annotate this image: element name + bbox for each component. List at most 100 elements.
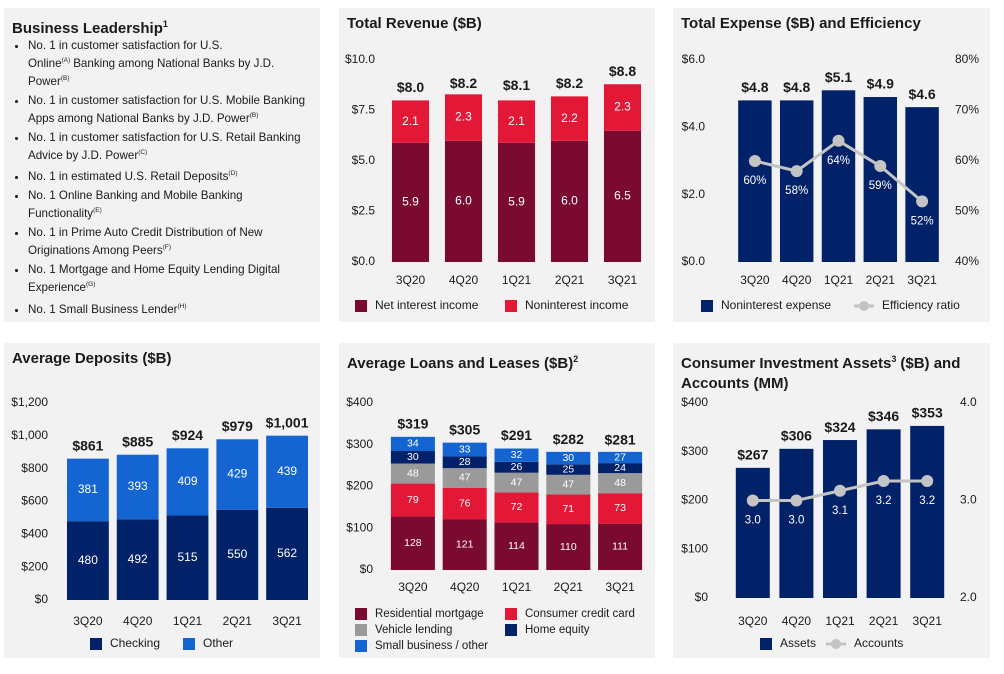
y-tick-label: $200 <box>21 559 48 573</box>
legend-swatch <box>90 638 102 650</box>
legend-label: Consumer credit card <box>525 608 635 620</box>
data-label: 47 <box>459 472 471 484</box>
data-label: 71 <box>562 503 574 515</box>
chart-panel: Consumer Investment Assets3 ($B) and Acco… <box>673 343 990 658</box>
total-label: $305 <box>449 421 480 437</box>
line-point <box>748 155 761 167</box>
y-tick-label: $0.0 <box>352 254 376 268</box>
line-point <box>832 134 845 147</box>
leadership-item: No. 1 in estimated U.S. Retail Deposits(… <box>28 166 312 184</box>
bar <box>166 515 209 600</box>
data-label: 492 <box>128 552 148 566</box>
bar <box>442 442 487 457</box>
data-label: 30 <box>562 452 574 464</box>
leadership-list: No. 1 in customer satisfaction for U.S. … <box>12 38 312 321</box>
item-text: No. 1 Online Banking and Mobile Banking … <box>28 189 243 221</box>
y-tick-label: $6.0 <box>682 52 706 66</box>
y-tick-label: $300 <box>681 444 708 458</box>
data-label: 2.2 <box>561 111 578 125</box>
leadership-item: No. 1 in customer satisfaction for U.S. … <box>28 93 312 126</box>
bar <box>390 516 435 570</box>
data-label: 6.0 <box>455 194 472 208</box>
line-point <box>790 165 803 178</box>
y-tick-label: $1,000 <box>11 428 48 442</box>
legend-label: Noninterest expense <box>721 298 831 312</box>
bar <box>598 493 643 524</box>
bar <box>390 463 435 484</box>
title-note: 1 <box>162 19 168 29</box>
item-text: No. 1 Mortgage and Home Equity Lending D… <box>28 263 280 294</box>
x-tick-label: 3Q21 <box>907 273 937 287</box>
legend-label: Home equity <box>525 624 590 636</box>
y-tick-label: 3.0 <box>960 493 977 507</box>
y-tick-label: 60% <box>955 153 979 167</box>
value-label: $306 <box>781 428 812 444</box>
chart-panel: Total Expense ($B) and Efficiency $0.0 $2… <box>673 8 990 322</box>
x-tick-label: 2Q21 <box>869 614 899 628</box>
y-tick-label: 40% <box>955 254 979 268</box>
data-label: 28 <box>459 456 471 468</box>
bar <box>821 90 856 262</box>
data-label: 72 <box>511 501 523 513</box>
bar <box>391 100 430 143</box>
legend-label: Accounts <box>854 636 903 650</box>
total-label: $8.8 <box>609 63 636 79</box>
item-text: No. 1 in Prime Auto Credit Distribution … <box>28 226 263 258</box>
bar <box>546 474 591 495</box>
title-text: Total Revenue ($B) <box>347 15 482 32</box>
x-tick-label: 3Q20 <box>398 580 428 594</box>
y-tick-label: $4.0 <box>682 120 706 134</box>
bar <box>442 487 487 520</box>
data-label: 439 <box>277 464 297 478</box>
x-tick-label: 2Q21 <box>223 614 253 628</box>
data-label: 381 <box>78 482 98 496</box>
x-tick-label: 4Q20 <box>123 614 153 628</box>
x-tick-label: 1Q21 <box>825 614 855 628</box>
x-tick-label: 1Q21 <box>173 614 203 628</box>
x-tick-label: 2Q21 <box>866 273 896 287</box>
data-label: 48 <box>614 477 626 489</box>
data-label: 3.1 <box>832 505 848 517</box>
bar <box>546 524 591 570</box>
data-label: 73 <box>614 502 626 514</box>
bar <box>550 140 589 262</box>
x-tick-label: 4Q20 <box>782 273 812 287</box>
x-tick-label: 2Q21 <box>555 273 585 287</box>
total-label: $8.0 <box>397 79 424 95</box>
item-text: Banking among National Banks by J.D. Pow… <box>28 56 275 88</box>
x-tick-label: 1Q21 <box>502 273 532 287</box>
line-point <box>746 494 759 507</box>
legend-label: Small business / other <box>375 640 488 652</box>
y-tick-label: 2.0 <box>960 590 977 604</box>
x-tick-label: 3Q20 <box>738 614 768 628</box>
legend-swatch <box>505 608 517 620</box>
bar <box>494 472 539 493</box>
data-label: 114 <box>508 540 525 552</box>
bar <box>494 522 539 570</box>
item-note: (F) <box>162 244 171 252</box>
chart: $0 $100 $200 $300 $400 3Q20 4Q20 1Q21 2Q21 3Q21 12… <box>346 395 643 652</box>
title-note: 2 <box>573 354 579 364</box>
y-tick-label: $0 <box>695 590 709 604</box>
data-label: 34 <box>407 438 419 450</box>
total-label: $291 <box>501 427 532 443</box>
item-text: No. 1 in customer satisfaction for U.S. … <box>28 93 306 125</box>
legend-swatch <box>701 300 713 312</box>
chart: $0 $200 $400 $600 $800 $1,000 $1,200 3Q20 4Q20 1Q… <box>11 395 308 650</box>
bar <box>738 100 772 263</box>
title-text: Consumer Investment Assets <box>681 355 892 372</box>
bar <box>216 509 259 600</box>
y-tick-label: $2.5 <box>352 204 376 218</box>
data-label: 515 <box>177 550 197 564</box>
data-label: 5.9 <box>508 195 525 209</box>
y-tick-label: $0.0 <box>682 254 706 268</box>
bar <box>550 96 589 141</box>
x-tick-label: 3Q21 <box>272 614 302 628</box>
value-label: $4.8 <box>741 79 768 95</box>
x-tick-label: 3Q20 <box>396 273 426 287</box>
bar <box>444 94 483 141</box>
y-tick-label: $800 <box>21 461 48 475</box>
y-tick-label: 4.0 <box>960 395 977 409</box>
legend-label: Vehicle lending <box>375 624 452 636</box>
